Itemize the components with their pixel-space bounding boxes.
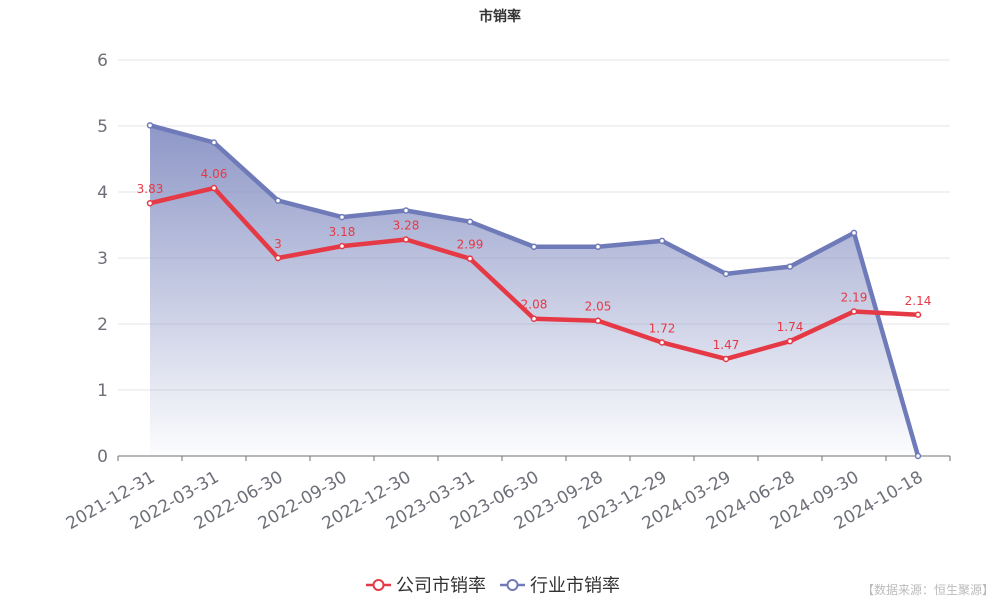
x-axis: 2021-12-312022-03-312022-06-302022-09-30…	[63, 455, 951, 534]
data-point[interactable]	[466, 218, 474, 225]
data-point[interactable]	[274, 197, 282, 204]
data-label: 1.72	[649, 321, 676, 335]
data-label: 4.06	[201, 167, 228, 181]
y-tick-label: 2	[97, 315, 108, 335]
data-point[interactable]	[786, 263, 794, 270]
legend-marker	[372, 579, 385, 591]
data-labels: 3.83 4.06 3 3.18 3.28 2.99 2.08 2.05 1.72 1.47 1.7…	[137, 167, 932, 352]
data-point[interactable]	[338, 213, 346, 221]
chart-title: 市销率	[479, 8, 521, 25]
data-point[interactable]	[530, 243, 538, 251]
data-label: 1.47	[713, 338, 740, 352]
data-point[interactable]	[274, 254, 282, 262]
legend[interactable]: 公司市销率 行业市销率	[366, 576, 620, 597]
series-area-1	[150, 125, 918, 456]
y-tick-label: 5	[97, 117, 108, 137]
legend-item-0[interactable]: 公司市销率	[366, 576, 486, 597]
data-point[interactable]	[210, 139, 218, 146]
y-tick-label: 0	[97, 447, 108, 467]
data-label: 2.14	[905, 294, 932, 308]
data-label: 2.19	[841, 290, 868, 304]
series-layer	[146, 122, 922, 460]
data-point[interactable]	[658, 237, 666, 245]
data-point[interactable]	[146, 199, 154, 207]
y-tick-label: 6	[97, 51, 108, 71]
data-point[interactable]	[786, 337, 794, 345]
data-point[interactable]	[722, 355, 730, 363]
data-point[interactable]	[146, 122, 154, 129]
data-label: 2.08	[521, 298, 548, 312]
data-point[interactable]	[338, 242, 346, 250]
data-point[interactable]	[402, 236, 410, 243]
data-label: 3.18	[329, 225, 356, 239]
legend-label: 公司市销率	[396, 576, 486, 597]
data-point[interactable]	[850, 229, 858, 237]
legend-label: 行业市销率	[530, 576, 620, 597]
data-label: 1.74	[777, 320, 804, 334]
y-tick-label: 4	[97, 183, 108, 203]
data-label: 2.05	[585, 300, 612, 314]
data-point[interactable]	[658, 339, 666, 346]
y-tick-label: 3	[97, 249, 108, 269]
data-point[interactable]	[594, 243, 602, 251]
legend-item-1[interactable]: 行业市销率	[500, 576, 620, 597]
y-tick-label: 1	[97, 381, 108, 401]
data-label: 2.99	[457, 238, 484, 252]
y-axis: 0 1 2 3 4 5 6	[97, 51, 108, 467]
data-point[interactable]	[530, 315, 538, 322]
data-point[interactable]	[466, 255, 474, 262]
data-label: 3.28	[393, 219, 420, 233]
data-point[interactable]	[914, 311, 922, 319]
legend-marker	[506, 579, 519, 591]
data-label: 3.83	[137, 182, 164, 196]
data-label: 3	[274, 237, 282, 251]
data-point[interactable]	[722, 270, 730, 278]
data-point[interactable]	[402, 207, 410, 214]
data-point[interactable]	[594, 317, 602, 324]
source-note: 【数据来源：恒生聚源】	[862, 582, 994, 597]
data-point[interactable]	[914, 452, 922, 460]
data-point[interactable]	[850, 308, 858, 315]
data-point[interactable]	[210, 184, 218, 192]
